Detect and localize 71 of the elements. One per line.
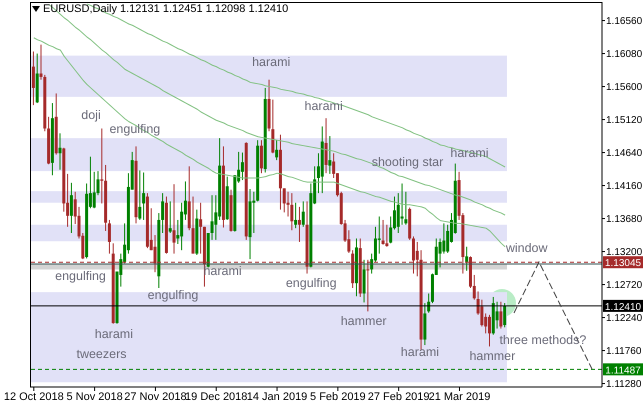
candlestick xyxy=(70,182,73,234)
line-series xyxy=(33,37,506,248)
y-tick-label: 1.15120 xyxy=(606,115,643,126)
x-tick-label: 5 Nov 2018 xyxy=(66,390,123,403)
candlestick xyxy=(58,132,62,170)
candlestick xyxy=(382,219,385,246)
x-tick-label: 14 Jan 2019 xyxy=(246,390,308,403)
y-tick-label: 1.11280 xyxy=(606,379,642,390)
annotation: hammer xyxy=(469,349,516,363)
candlestick xyxy=(328,136,332,174)
candlestick xyxy=(260,140,263,174)
candlestick xyxy=(446,224,450,254)
candlestick xyxy=(302,200,305,228)
ref-line-label: 1.11487 xyxy=(605,365,642,376)
annotation: doji xyxy=(81,108,101,122)
ref-line-label: 1.12410 xyxy=(604,302,642,313)
y-tick-label: 1.16560 xyxy=(606,16,643,28)
y-tick-label: 1.12240 xyxy=(606,313,643,324)
y-tick-label: 1.11760 xyxy=(606,346,642,358)
candlestick xyxy=(142,172,146,220)
candlestick xyxy=(324,118,328,174)
y-tick-label: 1.13680 xyxy=(606,214,643,226)
candlestick xyxy=(499,301,502,330)
annotation: harami xyxy=(252,55,290,69)
candlestick xyxy=(32,51,35,106)
x-tick-label: 19 Dec 2018 xyxy=(185,390,248,403)
annotation: harami xyxy=(94,327,133,341)
candlestick xyxy=(298,206,301,242)
candlestick xyxy=(108,219,111,254)
annotation: hammer xyxy=(340,314,387,328)
candlestick xyxy=(503,302,506,328)
x-tick-label: 5 Feb 2019 xyxy=(310,390,366,403)
x-tick-label: 12 Oct 2018 xyxy=(4,390,64,403)
candlestick xyxy=(400,183,404,226)
y-tick-label: 1.15600 xyxy=(606,82,643,94)
y-tick-label: 1.13200 xyxy=(606,247,643,258)
candlestick xyxy=(210,194,214,240)
candlestick xyxy=(138,170,142,220)
candlestick xyxy=(240,152,244,181)
y-tick-label: 1.14640 xyxy=(606,148,643,160)
candlestick xyxy=(172,184,176,254)
candlestick xyxy=(442,222,446,254)
x-tick-label: 21 Mar 2019 xyxy=(428,390,490,403)
candlestick xyxy=(271,99,274,154)
candlestick xyxy=(290,192,294,231)
annotation: engulfing xyxy=(286,276,337,290)
candlestick xyxy=(465,246,468,272)
candlestick xyxy=(275,140,278,161)
y-tick-label: 1.12720 xyxy=(606,280,643,292)
candlestick xyxy=(496,301,499,330)
annotation: engulfing xyxy=(55,269,106,283)
annotation: harami xyxy=(400,345,440,359)
x-tick-label: 27 Feb 2019 xyxy=(368,390,430,403)
x-tick-label: 27 Nov 2018 xyxy=(124,390,187,403)
annotation: harami xyxy=(304,99,343,113)
candlestick xyxy=(199,202,202,254)
candlestick xyxy=(40,44,42,80)
chart-title: EURUSD,Daily 1.12131 1.12451 1.12098 1.12410 xyxy=(43,3,288,15)
annotation: window xyxy=(506,241,548,255)
annotation: engulfing xyxy=(148,288,198,302)
candlestick xyxy=(404,191,408,226)
y-tick-label: 1.16080 xyxy=(606,49,643,60)
candlestick xyxy=(294,202,298,229)
annotation: tweezers xyxy=(76,347,127,361)
ref-line-label: 1.13045 xyxy=(604,258,642,270)
candlestick xyxy=(168,200,172,234)
candlestick xyxy=(286,191,290,217)
candlestick xyxy=(385,224,388,248)
annotation: shooting star xyxy=(372,155,444,169)
y-tick-label: 1.14160 xyxy=(606,181,643,192)
candlestick xyxy=(488,314,491,347)
